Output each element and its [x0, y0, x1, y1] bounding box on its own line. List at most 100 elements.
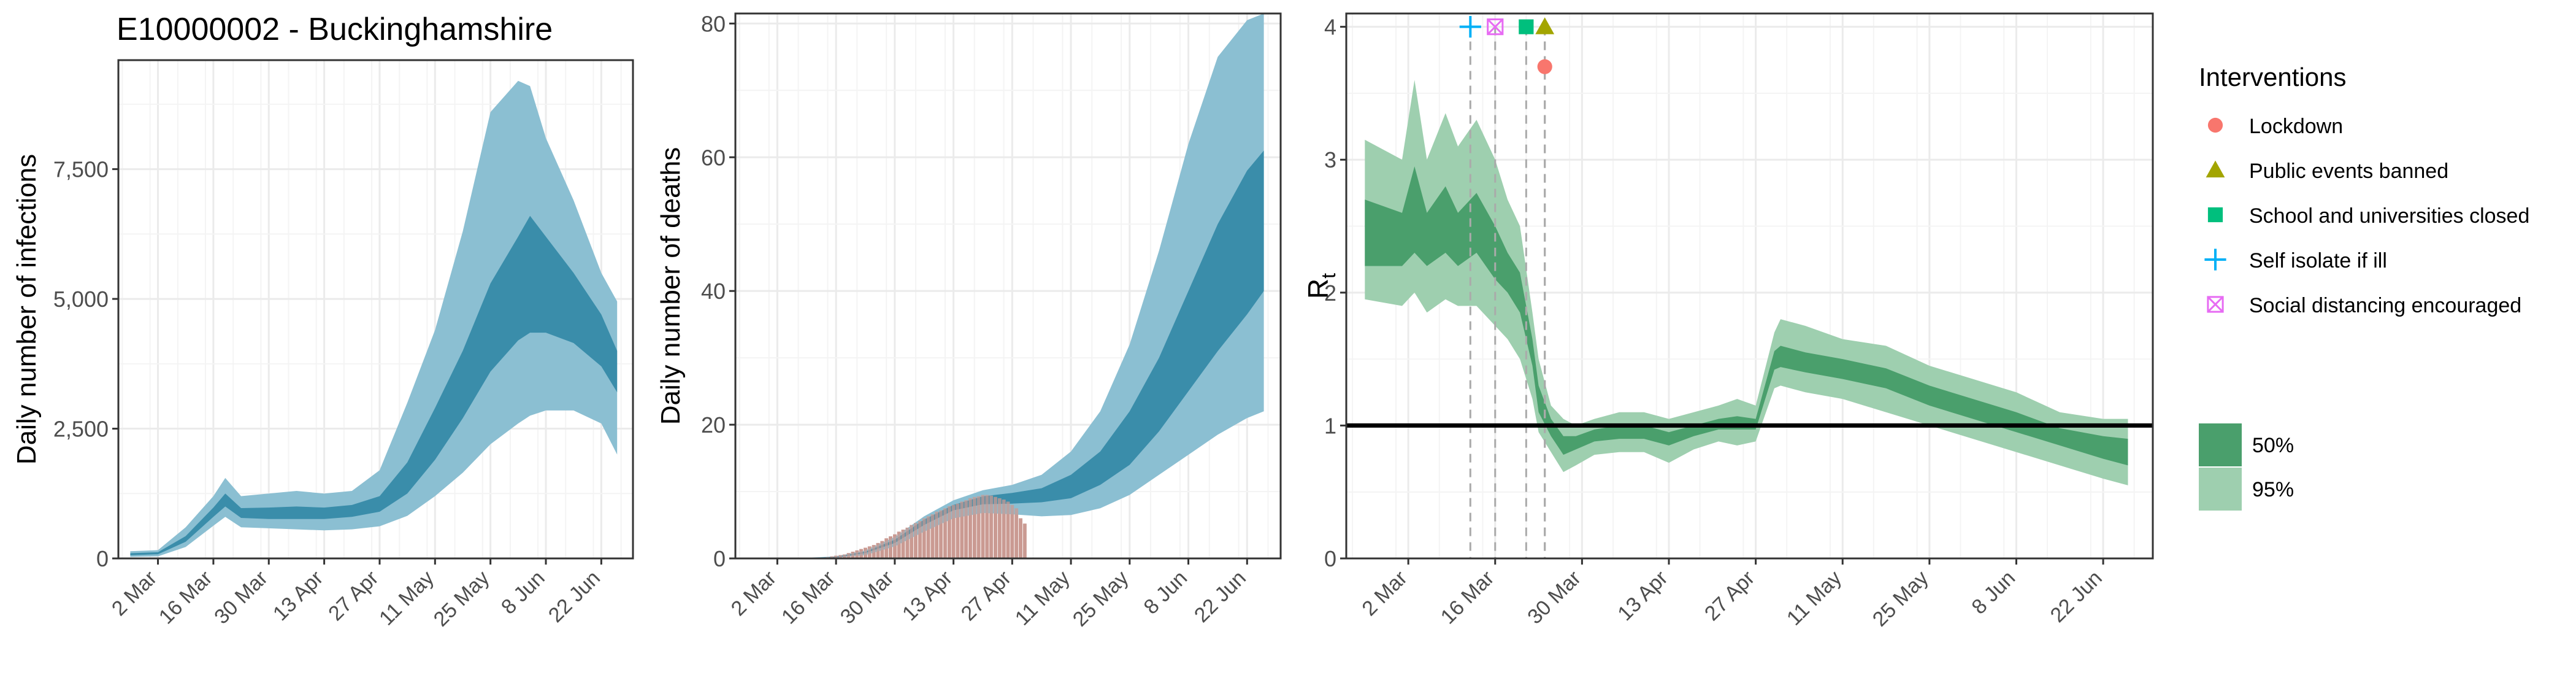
death-bar-overlay — [834, 555, 838, 558]
legend-title: Interventions — [2199, 63, 2346, 91]
death-bar-overlay — [1002, 500, 1006, 558]
death-bar-overlay — [968, 498, 972, 558]
panel-border — [734, 12, 1282, 560]
death-bar-overlay — [901, 530, 905, 558]
boxx-box — [1487, 18, 1504, 36]
y-tick-label: 7,500 — [53, 157, 109, 182]
death-bar-overlay — [947, 506, 951, 558]
intervention-marker-triangle — [1535, 17, 1555, 34]
death-bar-overlay — [985, 495, 989, 558]
boxx-diag2 — [1487, 18, 1503, 35]
legend-item-label: Self isolate if ill — [2249, 249, 2387, 272]
death-bar-overlay — [994, 496, 997, 558]
death-bar-overlay — [876, 542, 880, 558]
death-bar-overlay — [838, 555, 842, 558]
legend-item-label: School and universities closed — [2249, 204, 2529, 228]
legend: Interventions Lockdown Public events bann… — [2199, 63, 2529, 511]
death-bar-overlay — [842, 554, 846, 558]
death-bar-overlay — [855, 550, 859, 558]
intervention-marker-boxx — [1487, 18, 1504, 36]
y-tick-label: 0 — [1324, 546, 1336, 571]
death-bar-overlay — [956, 503, 960, 558]
death-bar-overlay — [943, 508, 947, 558]
legend-item-label: Public events banned — [2249, 160, 2448, 183]
intervention-marker-square — [1519, 19, 1534, 34]
chart-title: E10000002 - Buckinghamshire — [117, 12, 553, 47]
panel-border — [1345, 12, 2154, 560]
death-bar-overlay — [935, 511, 939, 558]
death-bar-overlay — [880, 541, 884, 558]
death-bar-overlay — [951, 504, 956, 558]
death-bar-overlay — [930, 514, 935, 558]
band-95 — [130, 80, 618, 557]
death-bar-overlay — [872, 545, 876, 558]
death-bar-overlay — [926, 516, 930, 558]
boxx-box — [2207, 296, 2224, 313]
death-bar-overlay — [846, 553, 851, 558]
boxx-diag2 — [2207, 296, 2224, 313]
y-axis-label: Rt — [1302, 273, 1340, 299]
death-bar-overlay — [1006, 501, 1010, 558]
band-50 — [130, 215, 618, 555]
death-bar-overlay — [859, 549, 863, 558]
y-tick-label: 40 — [701, 279, 726, 304]
legend-key-square — [2207, 207, 2223, 223]
band-95 — [1365, 80, 2128, 485]
death-bar-overlay — [905, 527, 910, 558]
death-bar-overlay — [989, 495, 993, 558]
death-bar-overlay — [981, 495, 985, 558]
death-bar-overlay — [972, 496, 976, 558]
legend-key-boxx — [2207, 296, 2224, 313]
y-tick-label: 80 — [701, 11, 726, 36]
death-bar-overlay — [939, 510, 943, 558]
death-bar-overlay — [910, 525, 914, 558]
legend-band-swatch — [2199, 423, 2242, 466]
death-bar-overlay — [867, 546, 872, 558]
band-50 — [777, 150, 1264, 558]
y-axis-label-subscript: t — [1317, 273, 1340, 279]
intervention-marker-plus — [1459, 16, 1481, 38]
death-bar-overlay — [897, 531, 901, 558]
death-bar-overlay — [918, 521, 922, 558]
legend-band-label: 50% — [2252, 434, 2294, 457]
death-bar-overlay — [864, 547, 867, 558]
legend-key-circle — [2207, 117, 2223, 133]
y-axis-label-main: R — [1302, 279, 1334, 299]
death-bar-overlay — [922, 518, 926, 558]
death-bar-overlay — [884, 538, 889, 558]
y-tick-label: 2 — [1324, 280, 1336, 306]
legend-key-plus — [2204, 249, 2226, 271]
panel-border — [117, 59, 634, 560]
death-bar-overlay — [1010, 504, 1014, 558]
death-bar-overlay — [851, 552, 855, 558]
y-tick-label: 1 — [1324, 413, 1336, 438]
band-50 — [1365, 166, 2128, 466]
death-bar-overlay — [893, 534, 897, 558]
death-bar-overlay — [976, 496, 981, 558]
y-tick-label: 60 — [701, 145, 726, 170]
y-axis-label: Daily number of infections — [12, 154, 42, 465]
legend-key-triangle — [2206, 160, 2225, 178]
y-tick-label: 3 — [1324, 147, 1336, 172]
death-bar-overlay — [997, 498, 1002, 558]
y-tick-label: 4 — [1324, 15, 1336, 40]
death-bar-overlay — [1014, 508, 1019, 558]
intervention-marker-circle — [1537, 59, 1552, 74]
legend-band-label: 95% — [2252, 478, 2294, 501]
y-tick-label: 0 — [96, 546, 109, 571]
legend-item-label: Lockdown — [2249, 115, 2343, 138]
death-bar-overlay — [914, 523, 918, 558]
y-tick-label: 0 — [713, 546, 726, 571]
y-tick-label: 20 — [701, 412, 726, 438]
y-axis-label: Daily number of deaths — [656, 147, 686, 425]
death-bar-overlay — [960, 501, 964, 558]
death-bar-overlay — [1019, 518, 1022, 558]
y-tick-label: 2,500 — [53, 417, 109, 442]
death-bar-overlay — [889, 536, 892, 558]
death-bar-overlay — [1022, 523, 1027, 558]
legend-item-label: Social distancing encouraged — [2249, 294, 2521, 317]
y-tick-label: 5,000 — [53, 287, 109, 312]
